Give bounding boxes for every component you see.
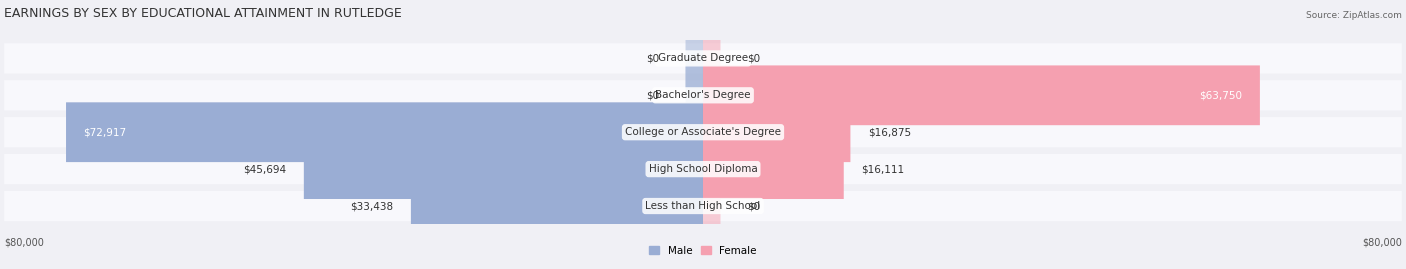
FancyBboxPatch shape <box>4 154 1402 184</box>
Text: $63,750: $63,750 <box>1199 90 1243 100</box>
FancyBboxPatch shape <box>4 80 1402 111</box>
FancyBboxPatch shape <box>703 29 720 88</box>
Text: $0: $0 <box>747 54 759 63</box>
FancyBboxPatch shape <box>4 43 1402 73</box>
Legend: Male, Female: Male, Female <box>645 242 761 260</box>
Text: EARNINGS BY SEX BY EDUCATIONAL ATTAINMENT IN RUTLEDGE: EARNINGS BY SEX BY EDUCATIONAL ATTAINMEN… <box>4 7 402 20</box>
FancyBboxPatch shape <box>4 117 1402 147</box>
Text: $80,000: $80,000 <box>1362 237 1402 247</box>
FancyBboxPatch shape <box>703 102 851 162</box>
FancyBboxPatch shape <box>304 139 703 199</box>
Text: Graduate Degree: Graduate Degree <box>658 54 748 63</box>
Text: Bachelor's Degree: Bachelor's Degree <box>655 90 751 100</box>
Text: $16,111: $16,111 <box>862 164 904 174</box>
Text: $0: $0 <box>647 54 659 63</box>
Text: $45,694: $45,694 <box>243 164 287 174</box>
Text: $72,917: $72,917 <box>83 127 127 137</box>
FancyBboxPatch shape <box>66 102 703 162</box>
Text: Less than High School: Less than High School <box>645 201 761 211</box>
Text: $16,875: $16,875 <box>868 127 911 137</box>
FancyBboxPatch shape <box>703 65 1260 125</box>
Text: High School Diploma: High School Diploma <box>648 164 758 174</box>
Text: $0: $0 <box>647 90 659 100</box>
FancyBboxPatch shape <box>4 191 1402 221</box>
Text: $80,000: $80,000 <box>4 237 44 247</box>
Text: Source: ZipAtlas.com: Source: ZipAtlas.com <box>1306 11 1402 20</box>
FancyBboxPatch shape <box>686 65 703 125</box>
Text: $33,438: $33,438 <box>350 201 394 211</box>
Text: College or Associate's Degree: College or Associate's Degree <box>626 127 780 137</box>
FancyBboxPatch shape <box>686 29 703 88</box>
FancyBboxPatch shape <box>703 176 720 236</box>
Text: $0: $0 <box>747 201 759 211</box>
FancyBboxPatch shape <box>411 176 703 236</box>
FancyBboxPatch shape <box>703 139 844 199</box>
